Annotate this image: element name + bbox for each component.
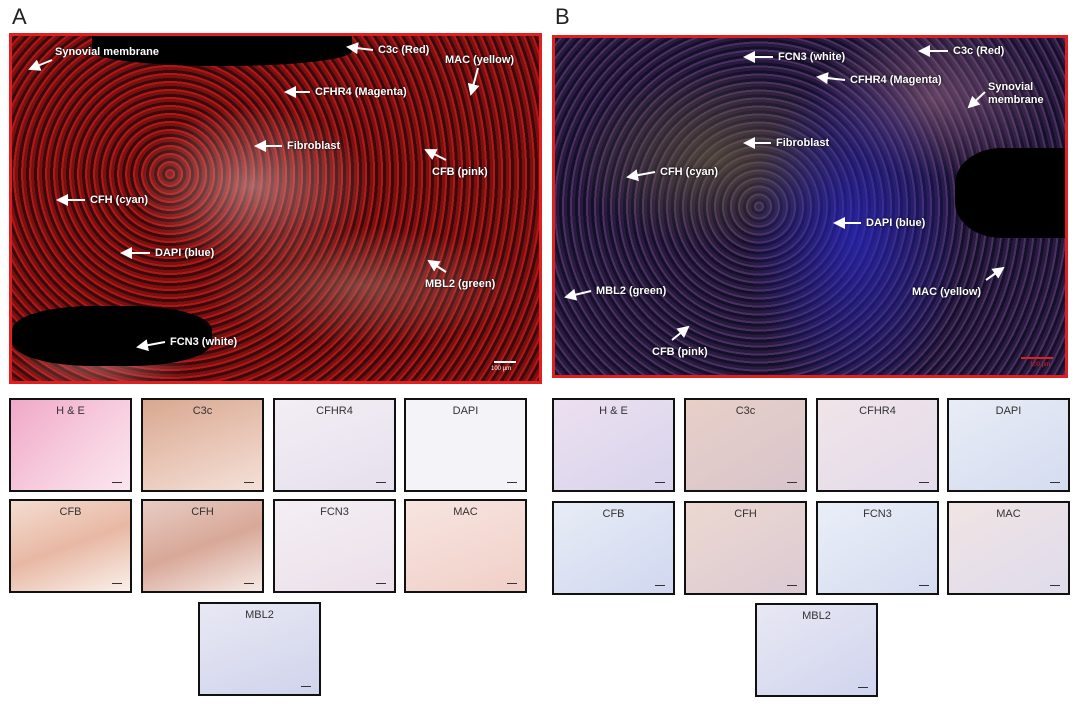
thumbnail-label: CFH — [734, 508, 757, 520]
thumbnail-label: CFB — [602, 508, 625, 520]
scale-label: 100 µm — [1030, 362, 1051, 368]
thumbnail-scale — [787, 482, 797, 483]
thumbnail: FCN3 — [273, 499, 396, 593]
thumbnail-scale — [655, 585, 665, 586]
thumbnail-label: FCN3 — [320, 506, 349, 518]
thumbnail-scale — [376, 583, 386, 584]
thumbnail-scale — [112, 583, 122, 584]
thumbnail: FCN3 — [816, 501, 939, 595]
thumbnail-label: MAC — [453, 506, 478, 518]
thumbnail-scale — [244, 583, 254, 584]
scale-label: 100 µm — [491, 366, 512, 372]
thumbnail-label: MBL2 — [245, 609, 274, 621]
thumbnail-scale — [301, 686, 311, 687]
thumbnail-label: CFH — [191, 506, 214, 518]
thumbnail: MAC — [947, 501, 1070, 595]
thumbnail-label: C3c — [735, 405, 756, 417]
thumbnail-scale — [787, 585, 797, 586]
scale-bar — [494, 361, 516, 363]
thumbnail-label: MAC — [996, 508, 1021, 520]
fluorescence-image — [9, 33, 542, 384]
annotation: CFH (cyan) — [660, 166, 719, 178]
thumbnail-scale — [112, 482, 122, 483]
thumbnail: C3c — [684, 398, 807, 492]
thumbnail-label: DAPI — [995, 405, 1022, 417]
thumbnail-scale — [244, 482, 254, 483]
annotation: MBL2 (green) — [425, 278, 496, 290]
panel-letter: B — [555, 4, 570, 29]
thumbnail-scale — [858, 687, 868, 688]
annotation: Fibroblast — [287, 140, 341, 152]
thumbnail-scale — [1050, 585, 1060, 586]
thumbnail: CFHR4 — [273, 398, 396, 492]
thumbnail: CFH — [141, 499, 264, 593]
annotation: MAC (yellow) — [445, 54, 515, 66]
annotation: C3c (Red) — [953, 45, 1005, 57]
annotation: MBL2 (green) — [596, 285, 667, 297]
thumbnail-label: MBL2 — [802, 610, 831, 622]
thumbnail: DAPI — [947, 398, 1070, 492]
thumbnail-label: CFHR4 — [316, 405, 353, 417]
annotation: FCN3 (white) — [778, 51, 846, 63]
thumbnail-label: CFHR4 — [859, 405, 896, 417]
thumbnail-label: FCN3 — [863, 508, 892, 520]
tissue-void — [12, 306, 212, 366]
thumbnail-scale — [376, 482, 386, 483]
thumbnail-label: H & E — [599, 405, 628, 417]
tissue-void — [92, 36, 352, 66]
thumbnail: H & E — [552, 398, 675, 492]
thumbnail-scale — [919, 482, 929, 483]
thumbnail: H & E — [9, 398, 132, 492]
thumbnail-label: DAPI — [452, 405, 479, 417]
annotation: CFB (pink) — [432, 166, 488, 178]
annotation: DAPI (blue) — [866, 217, 926, 229]
thumbnail: CFB — [552, 501, 675, 595]
thumbnail-scale — [655, 482, 665, 483]
thumbnail-scale — [919, 585, 929, 586]
thumbnail: CFB — [9, 499, 132, 593]
thumbnail-scale — [507, 482, 517, 483]
annotation: FCN3 (white) — [170, 336, 238, 348]
scale-bar — [1021, 357, 1053, 359]
thumbnail: MBL2 — [198, 602, 321, 696]
thumbnail: MBL2 — [755, 603, 878, 697]
annotation: Fibroblast — [776, 137, 830, 149]
annotation: CFHR4 (Magenta) — [850, 74, 942, 86]
thumbnail: DAPI — [404, 398, 527, 492]
thumbnail-label: H & E — [56, 405, 85, 417]
thumbnail: C3c — [141, 398, 264, 492]
tissue-void — [955, 148, 1065, 238]
thumbnail-label: C3c — [192, 405, 213, 417]
panel-letter: A — [12, 4, 27, 29]
thumbnail-scale — [1050, 482, 1060, 483]
annotation: CFH (cyan) — [90, 194, 149, 206]
annotation: DAPI (blue) — [155, 247, 215, 259]
annotation: MAC (yellow) — [912, 286, 982, 298]
annotation: C3c (Red) — [378, 44, 430, 56]
thumbnail: CFH — [684, 501, 807, 595]
thumbnail: MAC — [404, 499, 527, 593]
annotation: Synovial membrane — [988, 81, 1044, 106]
thumbnail-scale — [507, 583, 517, 584]
thumbnail-label: CFB — [59, 506, 82, 518]
thumbnail: CFHR4 — [816, 398, 939, 492]
annotation: Synovial membrane — [55, 46, 159, 58]
annotation: CFB (pink) — [652, 346, 708, 358]
annotation: CFHR4 (Magenta) — [315, 86, 407, 98]
